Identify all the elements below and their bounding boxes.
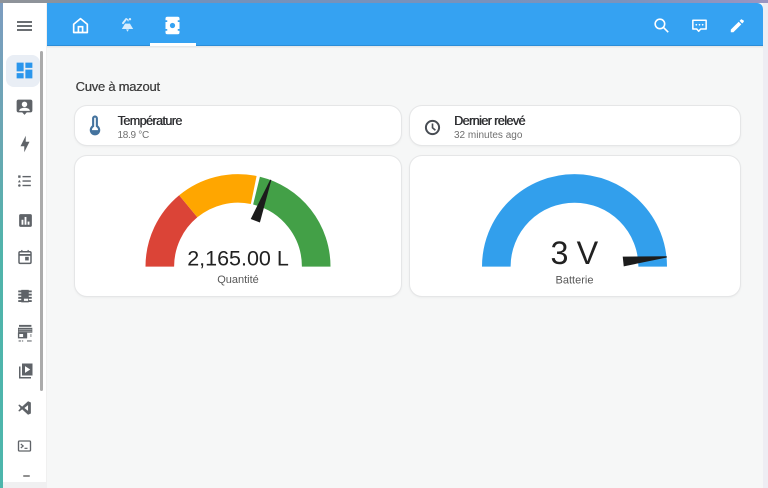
svg-text:3 V: 3 V <box>551 235 599 271</box>
svg-text:Quantité: Quantité <box>217 274 259 286</box>
svg-text:Batterie: Batterie <box>556 274 594 286</box>
svg-text:2,165.00 L: 2,165.00 L <box>187 246 289 270</box>
